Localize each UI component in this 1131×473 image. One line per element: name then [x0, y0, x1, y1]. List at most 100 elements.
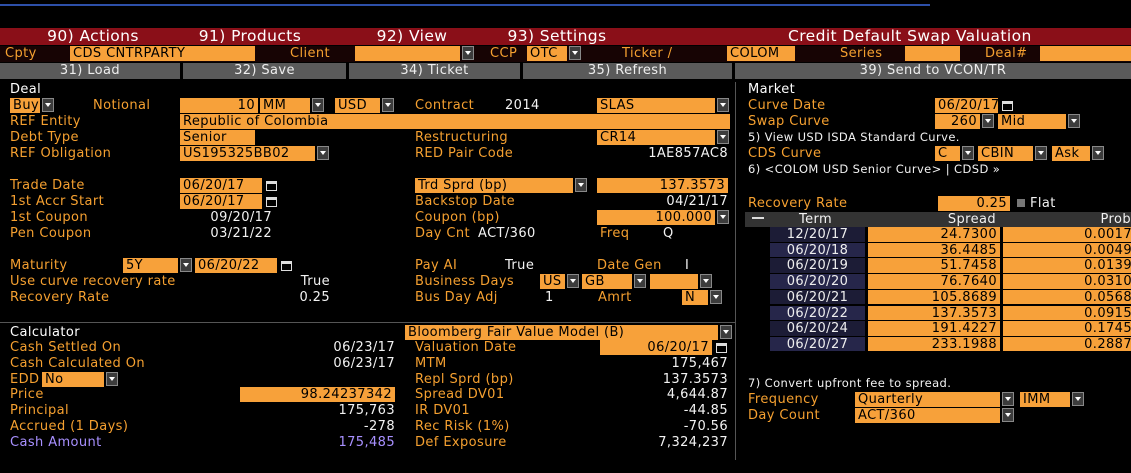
- input-box[interactable]: USD: [335, 98, 380, 113]
- input-box[interactable]: Senior: [180, 130, 255, 145]
- menu-item[interactable]: 93) Settings: [507, 27, 607, 45]
- label: Cash Amount: [10, 434, 102, 450]
- input-box[interactable]: No: [42, 371, 104, 387]
- dropdown-arrow[interactable]: [382, 98, 394, 112]
- label: Cash Settled On: [10, 340, 122, 355]
- dropdown-arrow[interactable]: [1092, 146, 1104, 160]
- input-box[interactable]: GB: [582, 274, 632, 289]
- label: Bus Day Adj: [415, 290, 498, 305]
- link[interactable]: 7) Convert upfront fee to spread.: [748, 376, 952, 390]
- toolbar-button[interactable]: 32) Save: [183, 63, 346, 79]
- input-box[interactable]: 260: [935, 114, 980, 129]
- input-box[interactable]: Mid: [998, 114, 1066, 129]
- input-box[interactable]: Bloomberg Fair Value Model (B): [405, 325, 718, 340]
- section-title: Calculator: [10, 325, 81, 340]
- menu-item[interactable]: 92) View: [376, 27, 448, 45]
- collapse-icon[interactable]: [752, 217, 764, 222]
- term-cell: 06/20/20: [770, 274, 865, 289]
- input-box[interactable]: Ask: [1052, 146, 1090, 161]
- input-box[interactable]: [650, 274, 698, 289]
- curve-cell: 0.0915: [1003, 305, 1131, 320]
- dropdown-arrow[interactable]: [106, 371, 118, 386]
- input-box[interactable]: 100.000: [597, 210, 715, 225]
- link[interactable]: 5) View USD ISDA Standard Curve.: [748, 130, 960, 144]
- input-box[interactable]: US: [540, 274, 565, 289]
- calendar-icon[interactable]: [281, 261, 292, 271]
- label: CDS Curve: [748, 146, 822, 161]
- input-box[interactable]: N: [682, 290, 708, 305]
- value: Q: [663, 226, 674, 241]
- value: -70.56: [683, 419, 728, 434]
- dropdown-arrow[interactable]: [717, 130, 729, 144]
- input-box[interactable]: CR14: [597, 130, 715, 145]
- input-box[interactable]: SLAS: [597, 98, 715, 113]
- input-box[interactable]: Quarterly: [855, 392, 1000, 407]
- toolbar-button[interactable]: 34) Ticket: [349, 63, 520, 79]
- input-box[interactable]: C: [935, 146, 960, 161]
- input-box[interactable]: 5Y: [123, 258, 178, 273]
- input-box[interactable]: Trd Sprd (bp): [415, 178, 573, 193]
- input-box[interactable]: 06/20/17: [180, 178, 262, 193]
- input-box[interactable]: Republic of Colombia: [180, 114, 730, 129]
- label: Def Exposure: [415, 434, 507, 450]
- dropdown-arrow[interactable]: [567, 274, 579, 288]
- dropdown-arrow[interactable]: [575, 178, 587, 192]
- input-box[interactable]: 0.25: [938, 196, 1010, 211]
- dropdown-arrow[interactable]: [1002, 392, 1014, 406]
- label: Day Cnt: [415, 226, 471, 241]
- input-box[interactable]: [905, 46, 960, 61]
- dropdown-arrow[interactable]: [317, 146, 329, 160]
- input-box[interactable]: 06/20/17: [935, 98, 998, 113]
- label: Backstop Date: [415, 194, 516, 209]
- dropdown-arrow[interactable]: [710, 290, 722, 304]
- dropdown-arrow[interactable]: [1002, 408, 1014, 422]
- dropdown-arrow[interactable]: [312, 98, 324, 112]
- input-box[interactable]: OTC: [527, 46, 567, 61]
- dropdown-arrow[interactable]: [720, 325, 732, 339]
- value: True: [300, 274, 330, 289]
- input-box[interactable]: 98.24237342: [240, 387, 395, 403]
- dropdown-arrow[interactable]: [180, 258, 192, 272]
- checkbox[interactable]: [1017, 199, 1025, 207]
- input-box[interactable]: 06/20/22: [195, 258, 277, 273]
- input-box[interactable]: 10: [180, 98, 258, 113]
- calendar-icon[interactable]: [716, 343, 727, 353]
- label: Freq: [600, 226, 630, 241]
- input-box[interactable]: MM: [260, 98, 310, 113]
- toolbar-button[interactable]: 35) Refresh: [523, 63, 732, 79]
- input-box[interactable]: COLOM: [727, 46, 795, 61]
- menu-item[interactable]: 90) Actions: [47, 27, 139, 45]
- input-box[interactable]: US195325BB02: [180, 146, 315, 161]
- label: Pen Coupon: [10, 226, 92, 241]
- input-box[interactable]: IMM: [1020, 392, 1070, 407]
- input-box[interactable]: [355, 46, 460, 61]
- dropdown-arrow[interactable]: [569, 46, 581, 60]
- input-box[interactable]: ACT/360: [855, 408, 1000, 423]
- dropdown-arrow[interactable]: [462, 46, 474, 60]
- label: Series: [840, 46, 883, 61]
- input-box[interactable]: CDS CNTRPARTY: [70, 46, 255, 61]
- input-box[interactable]: [1040, 46, 1131, 61]
- dropdown-arrow[interactable]: [1072, 392, 1084, 406]
- toolbar-button[interactable]: 31) Load: [0, 63, 180, 79]
- dropdown-arrow[interactable]: [982, 114, 994, 128]
- input-box[interactable]: CBIN: [978, 146, 1033, 161]
- menu-item[interactable]: 91) Products: [198, 27, 302, 45]
- link[interactable]: 6) <COLOM USD Senior Curve> | CDSD »: [748, 162, 1001, 176]
- toolbar-button[interactable]: 39) Send to VCON/TR: [735, 63, 1131, 79]
- dropdown-arrow[interactable]: [634, 274, 646, 288]
- dropdown-arrow[interactable]: [717, 210, 729, 224]
- dropdown-arrow[interactable]: [962, 146, 974, 160]
- calendar-icon[interactable]: [266, 181, 277, 191]
- input-box[interactable]: 06/20/17: [180, 194, 262, 209]
- dropdown-arrow[interactable]: [717, 98, 729, 112]
- input-box[interactable]: 06/20/17: [600, 340, 712, 355]
- dropdown-arrow[interactable]: [1035, 146, 1047, 160]
- input-box[interactable]: 137.3573: [597, 178, 728, 193]
- calendar-icon[interactable]: [1002, 101, 1013, 111]
- calendar-icon[interactable]: [266, 197, 277, 207]
- dropdown-arrow[interactable]: [42, 98, 54, 112]
- dropdown-arrow[interactable]: [1068, 114, 1080, 128]
- input-box[interactable]: Buy: [10, 98, 40, 113]
- dropdown-arrow[interactable]: [700, 274, 712, 288]
